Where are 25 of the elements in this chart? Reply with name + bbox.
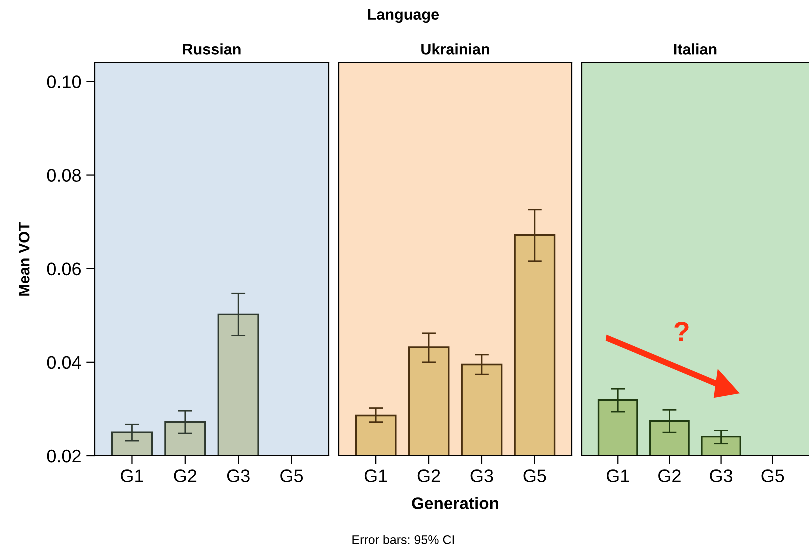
x-tick-label: G1 (364, 470, 388, 482)
x-tick-label: G1 (606, 470, 630, 482)
x-tick-label: G2 (174, 470, 197, 482)
chart-title: Russian (183, 44, 241, 55)
x-tick-label: G3 (710, 470, 733, 482)
y-tick-label: 0.06 (47, 262, 82, 276)
y-tick-label: 0.04 (47, 356, 82, 370)
y-tick-label: 0.02 (47, 450, 81, 463)
chart-title: Italian (674, 44, 717, 55)
x-tick-label: G2 (418, 470, 440, 482)
x-tick-label: G2 (658, 470, 681, 482)
x-axis-title: Generation (412, 497, 498, 510)
x-tick-label: G5 (524, 470, 546, 482)
y-axis-title: Mean VOT (18, 222, 30, 296)
text: Error bars: 95% CI (352, 535, 454, 544)
x-tick-label: G3 (470, 470, 494, 482)
y-tick-label: 0.10 (47, 76, 82, 88)
chart-title: Ukrainian (422, 44, 490, 55)
x-tick-label: G1 (121, 470, 144, 482)
x-tick-label: G5 (280, 470, 304, 482)
x-tick-label: G5 (762, 470, 784, 482)
annotation: ? (674, 322, 689, 342)
x-tick-label: G3 (227, 470, 250, 482)
text: Language (368, 9, 440, 24)
y-tick-label: 0.08 (47, 169, 82, 182)
